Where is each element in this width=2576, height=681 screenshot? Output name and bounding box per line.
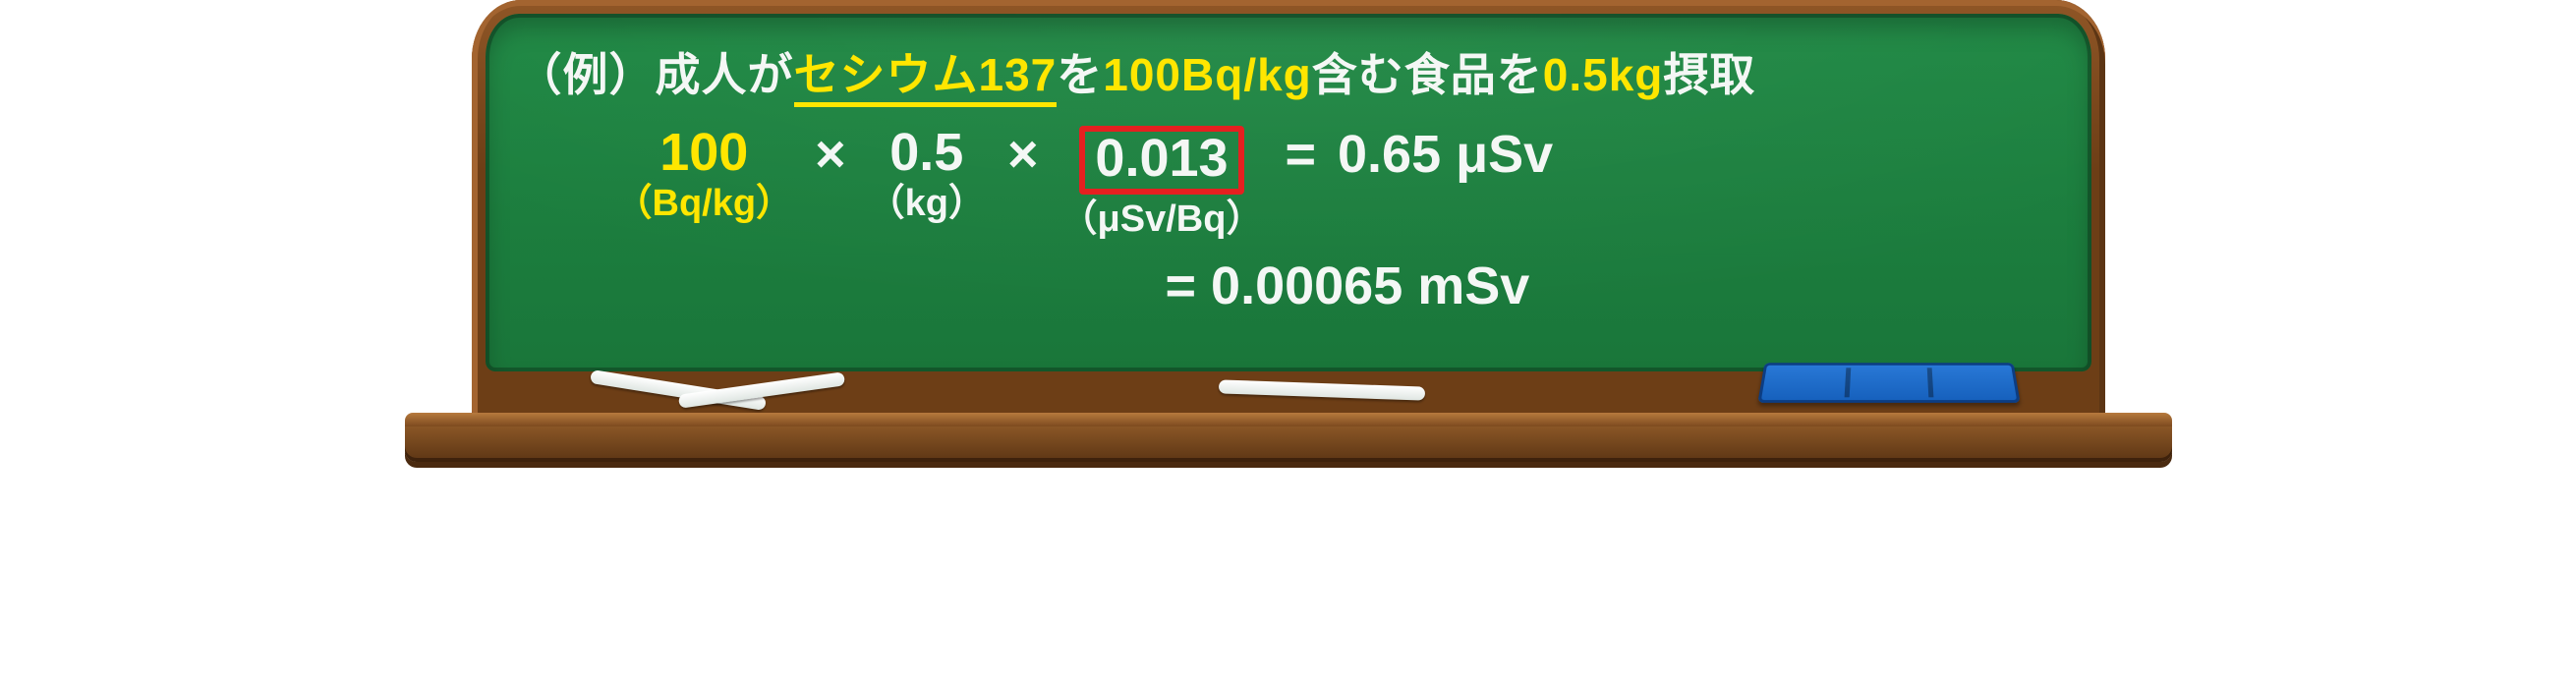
title-mid2: 含む食品を xyxy=(1312,49,1543,100)
term-mass-value: 0.5 xyxy=(889,126,963,179)
term-activity-unit: （Bq/kg） xyxy=(615,185,794,222)
chalkboard-figure: （例）成人がセシウム137を100Bq/kg含む食品を0.5kg摂取 100 （… xyxy=(432,0,2145,462)
term-mass-unit: （kg） xyxy=(868,185,986,222)
blackboard-eraser-icon xyxy=(1757,363,2020,403)
term-mass: 0.5 （kg） xyxy=(868,126,986,222)
term-coefficient-value: 0.013 xyxy=(1079,126,1243,195)
term-activity: 100 （Bq/kg） xyxy=(615,126,794,222)
operator-times-1: × xyxy=(815,126,846,181)
title-mid1: を xyxy=(1057,49,1103,100)
chalkboard-frame: （例）成人がセシウム137を100Bq/kg含む食品を0.5kg摂取 100 （… xyxy=(472,0,2105,430)
title-post: 摂取 xyxy=(1663,49,1755,100)
chalk-stick-icon xyxy=(1218,379,1424,400)
term-activity-value: 100 xyxy=(659,126,748,179)
operator-times-2: × xyxy=(1007,126,1039,181)
title-cesium: セシウム137 xyxy=(794,49,1058,107)
title-bq: 100Bq/kg xyxy=(1103,49,1312,100)
term-coefficient: 0.013 （μSv/Bq） xyxy=(1060,126,1264,238)
title-pre: （例）成人が xyxy=(517,49,794,100)
result-usv: 0.65 μSv xyxy=(1338,126,1553,181)
result-msv: = 0.00065 mSv xyxy=(1166,255,2060,316)
chalkboard-surface: （例）成人がセシウム137を100Bq/kg含む食品を0.5kg摂取 100 （… xyxy=(486,14,2091,371)
operator-equals: = xyxy=(1285,126,1316,181)
title-mass: 0.5kg xyxy=(1543,49,1664,100)
term-coefficient-unit: （μSv/Bq） xyxy=(1060,200,1264,238)
example-title: （例）成人がセシウム137を100Bq/kg含む食品を0.5kg摂取 xyxy=(517,39,2060,104)
chalk-tray xyxy=(405,423,2172,462)
equation-row: 100 （Bq/kg） × 0.5 （kg） × 0.013 （μSv/Bq） … xyxy=(615,126,2060,238)
